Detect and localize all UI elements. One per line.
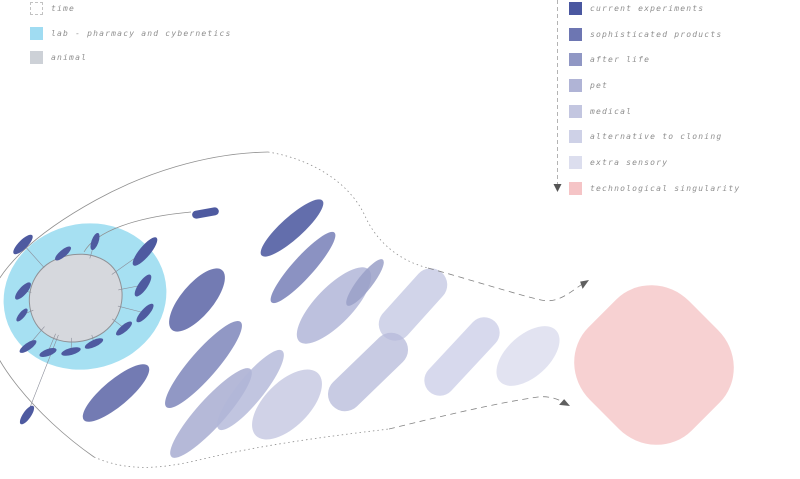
- legend-label: animal: [51, 53, 88, 62]
- legend-label: medical: [590, 106, 633, 116]
- experiment-ellipse-7: [83, 335, 105, 351]
- legend-label: extra sensory: [590, 158, 669, 168]
- arrowhead-top-icon: [580, 280, 589, 289]
- legend-item: pet: [569, 79, 740, 93]
- experiment-ellipse-3: [129, 233, 161, 269]
- experiment-ellipse-1: [53, 243, 73, 263]
- legend-item: extra sensory: [569, 156, 740, 170]
- flow-arrow-bottom: [388, 396, 568, 430]
- experiment-ellipse-6: [114, 318, 134, 338]
- legend-swatch: [569, 156, 582, 170]
- legend-item: medical: [569, 104, 740, 118]
- experiment-ellipse-9: [38, 345, 58, 359]
- experiment-ellipse-10: [17, 337, 39, 355]
- experiment-ellipse-12: [12, 280, 34, 302]
- legend-label: pet: [590, 81, 609, 91]
- legend-swatch: [569, 2, 582, 15]
- legend-swatch: [569, 53, 582, 67]
- legend-timeline-arrowhead-icon: [553, 184, 562, 192]
- legend-swatch: [569, 181, 582, 195]
- legend-right: current experiments sophisticated product…: [569, 2, 740, 208]
- arrowhead-bottom-icon: [559, 399, 570, 406]
- legend-left: time lab - pharmacy and cybernetics animal: [30, 2, 232, 76]
- legend-swatch: [569, 79, 582, 93]
- experiment-ellipse-0: [10, 231, 36, 257]
- legend-label: after life: [590, 55, 651, 65]
- legend-swatch: [30, 2, 43, 15]
- flow-arrow-top: [427, 267, 585, 302]
- experiment-connector-line: [22, 243, 45, 268]
- cluster-outline-dotted-top: [267, 151, 429, 269]
- legend-item: animal: [30, 51, 232, 64]
- legend-item: alternative to cloning: [569, 130, 740, 144]
- legend-item: after life: [569, 53, 740, 67]
- experiment-ellipse-2: [88, 231, 102, 251]
- legend-label: time: [51, 4, 76, 13]
- legend-label: lab - pharmacy and cybernetics: [51, 28, 232, 38]
- legend-label: alternative to cloning: [590, 132, 723, 142]
- antenna-line: [83, 211, 192, 253]
- legend-swatch: [569, 130, 582, 144]
- experiment-ellipse-11: [14, 306, 30, 324]
- legend-item: time: [30, 2, 232, 15]
- antenna-capsule: [191, 206, 219, 220]
- legend-item: technological singularity: [569, 181, 741, 195]
- legend-label: current experiments: [590, 4, 705, 13]
- legend-label: technological singularity: [590, 183, 741, 193]
- legend-item: lab - pharmacy and cybernetics: [30, 26, 232, 40]
- experiment-ellipse-13: [17, 403, 37, 427]
- experiment-ellipse-4: [131, 271, 155, 299]
- cluster-outline-dotted-bottom: [93, 428, 390, 468]
- experiment-ellipse-8: [60, 345, 82, 357]
- experiment-ellipse-5: [133, 301, 157, 325]
- legend-swatch: [569, 27, 582, 41]
- legend-item: sophisticated products: [569, 27, 740, 41]
- cluster-outline-solid: [0, 151, 269, 458]
- legend-swatch: [569, 104, 582, 118]
- legend-swatch: [30, 26, 43, 40]
- legend-swatch: [30, 51, 43, 64]
- legend-item: current experiments: [569, 2, 740, 15]
- legend-label: sophisticated products: [590, 29, 723, 39]
